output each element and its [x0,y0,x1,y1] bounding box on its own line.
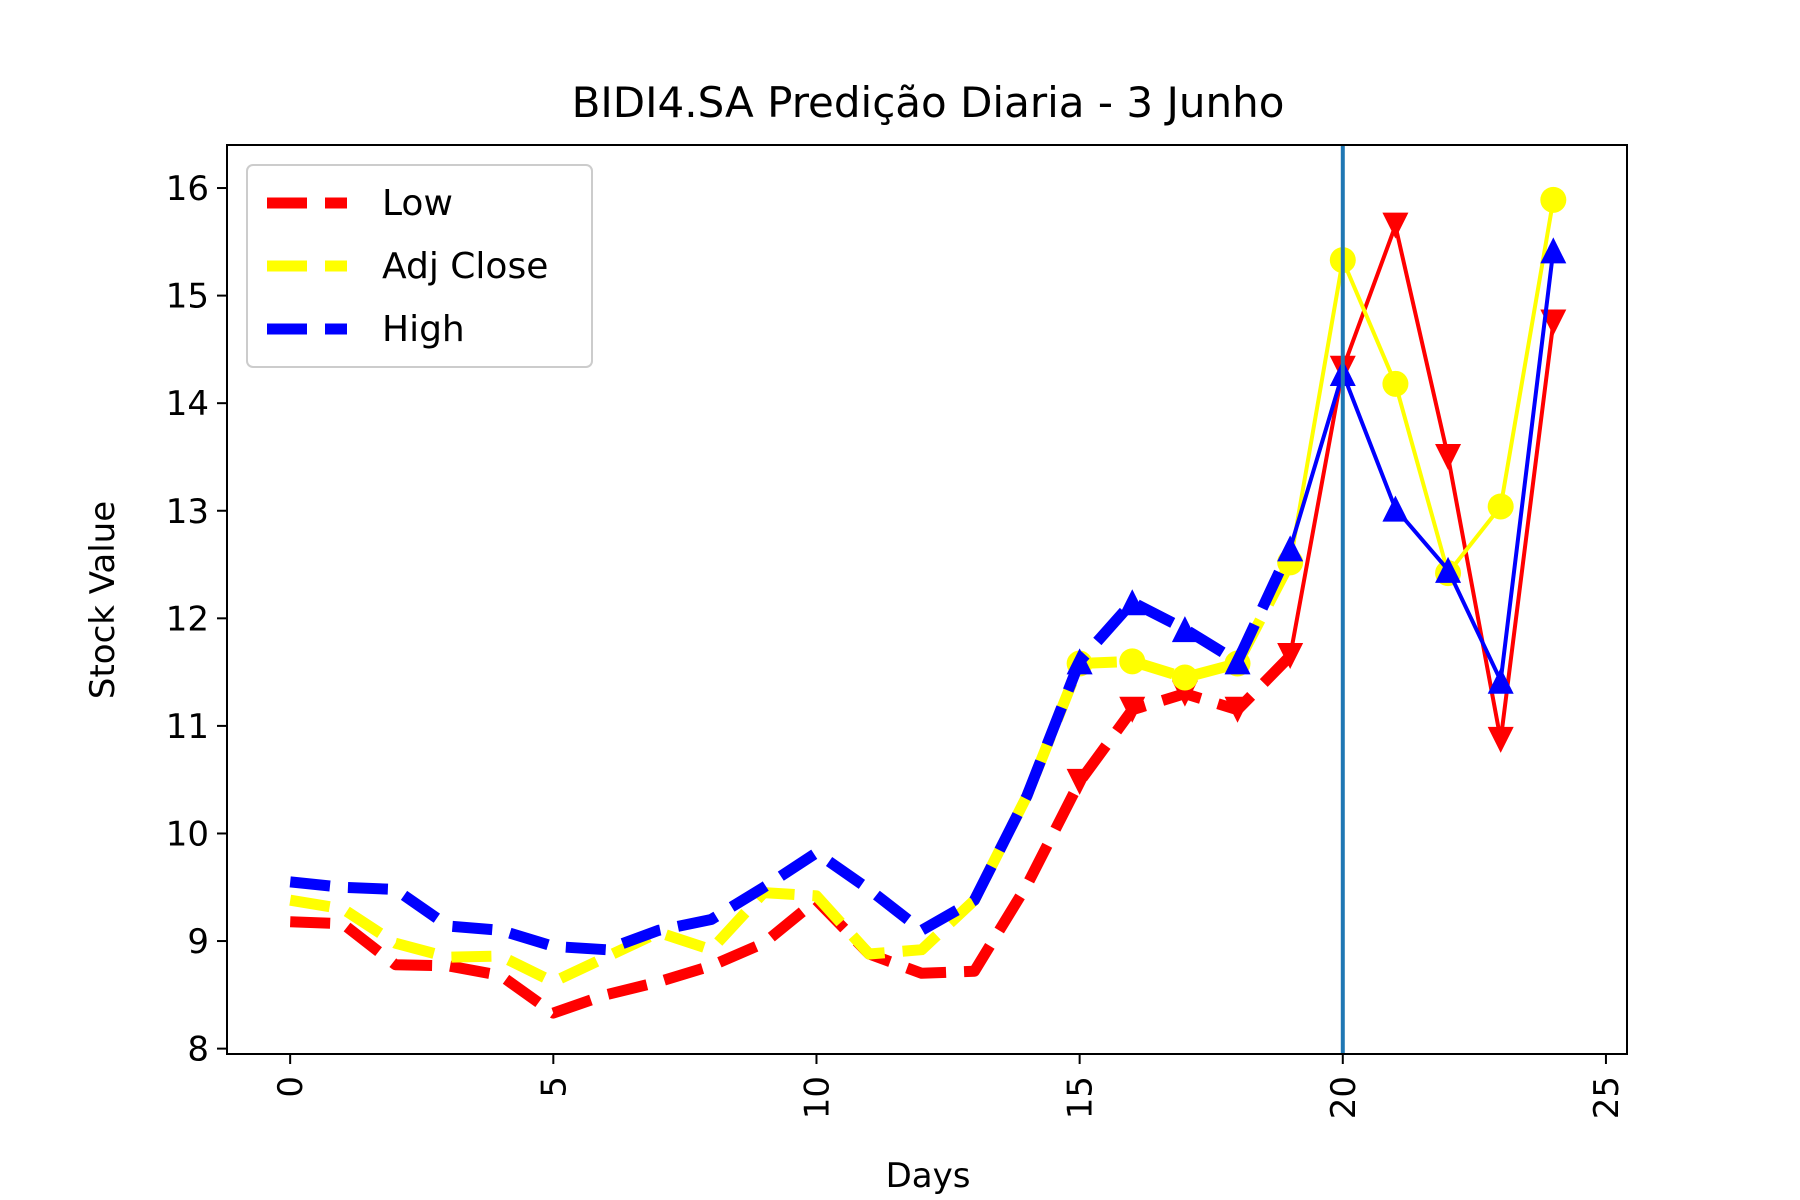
series-1-predicted-point-1 [1382,370,1409,397]
x-tick-label-5: 25 [1587,1076,1627,1119]
legend-label-1: Adj Close [382,246,548,287]
y-tick-label-1: 9 [187,922,209,962]
series-0-historical-point-16 [1119,696,1146,723]
series-2-predicted-point-4 [1540,237,1567,264]
series-0-predicted-line [1288,223,1556,742]
series-2-historical-point-18 [1224,648,1251,675]
series-1-historical-line [289,559,1296,988]
x-tick-label-2: 10 [798,1076,838,1119]
series-0-historical-line [289,652,1295,1019]
y-tick-label-0: 8 [187,1030,209,1070]
series-0-historical-point-15 [1066,768,1093,795]
y-tick-label-3: 11 [166,707,209,747]
series-2-historical-point-15 [1066,648,1093,675]
series-1-historical-point-17 [1171,664,1198,691]
chart-title: BIDI4.SA Predição Diaria - 3 Junho [572,78,1285,127]
legend-label-0: Low [382,183,453,224]
x-tick-label-0: 0 [271,1076,311,1098]
x-tick-label-1: 5 [534,1076,574,1098]
series-1-predicted-line [1288,199,1556,576]
y-tick-label-8: 16 [166,169,209,209]
series-0-historical-point-18 [1224,696,1251,723]
x-tick-label-3: 15 [1061,1076,1101,1119]
y-tick-label-7: 15 [166,277,209,317]
y-tick-label-4: 12 [166,599,209,639]
series-1-predicted-point-4 [1540,186,1567,213]
y-axis-label: Stock Value [83,501,123,699]
y-tick-label-5: 13 [166,492,209,532]
series-2-historical-point-17 [1171,616,1198,643]
plot-frame [226,144,1628,1055]
y-tick-label-6: 14 [166,384,209,424]
series-1-historical-point-16 [1119,648,1146,675]
series-2-predicted-point-2 [1435,556,1462,583]
series-2-predicted-line [1288,250,1556,683]
series-2-historical-point-16 [1119,589,1146,616]
series-0-predicted-point-2 [1435,443,1462,470]
series-1-predicted-point-3 [1487,493,1514,520]
x-axis-label: Days [886,1156,971,1196]
series-2-predicted-point-3 [1487,667,1514,694]
y-tick-label-2: 10 [166,814,209,854]
plot-area: 8 9 10 11 12 13 14 15 16 0 5 10 15 20 25 [166,144,1628,1119]
legend-label-2: High [382,309,465,350]
series-0-predicted-point-3 [1487,726,1514,753]
legend: Low Adj Close High [246,164,593,368]
series-2-historical-point-19 [1277,535,1304,562]
legend-box [246,164,593,368]
series-2-predicted-point-1 [1382,495,1409,522]
x-tick-label-4: 20 [1324,1076,1364,1119]
series-0-predicted-point-1 [1382,212,1409,239]
